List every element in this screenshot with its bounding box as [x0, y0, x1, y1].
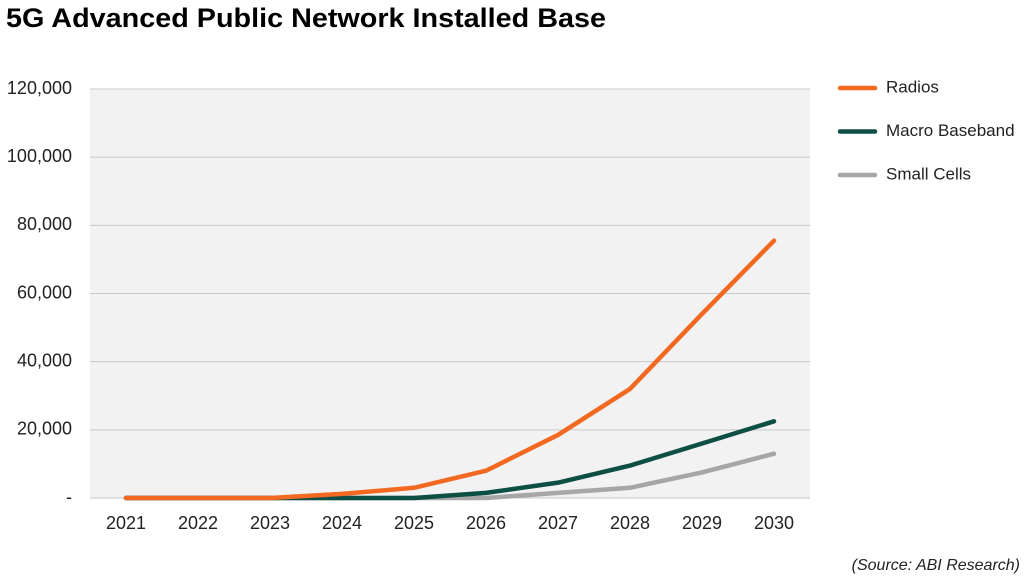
- x-tick-label: 2022: [178, 513, 218, 533]
- x-tick-label: 2023: [250, 513, 290, 533]
- source-note: (Source: ABI Research): [852, 557, 1020, 574]
- legend-label: Macro Baseband: [886, 121, 1015, 140]
- y-tick-label: 80,000: [17, 214, 72, 234]
- y-tick-label: -: [66, 487, 72, 507]
- x-tick-label: 2026: [466, 513, 506, 533]
- legend-label: Radios: [886, 77, 939, 96]
- x-tick-label: 2027: [538, 513, 578, 533]
- x-tick-label: 2025: [394, 513, 434, 533]
- x-tick-label: 2030: [754, 513, 794, 533]
- x-tick-label: 2024: [322, 513, 362, 533]
- x-tick-label: 2021: [106, 513, 146, 533]
- y-tick-label: 120,000: [7, 78, 72, 98]
- x-tick-label: 2029: [682, 513, 722, 533]
- chart-title: 5G Advanced Public Network Installed Bas…: [6, 3, 606, 33]
- x-tick-label: 2028: [610, 513, 650, 533]
- y-tick-label: 100,000: [7, 146, 72, 166]
- series-line: [123, 238, 777, 501]
- y-tick-label: 20,000: [17, 419, 72, 439]
- y-tick-label: 60,000: [17, 282, 72, 302]
- y-tick-label: 40,000: [17, 350, 72, 370]
- legend-label: Small Cells: [886, 164, 971, 183]
